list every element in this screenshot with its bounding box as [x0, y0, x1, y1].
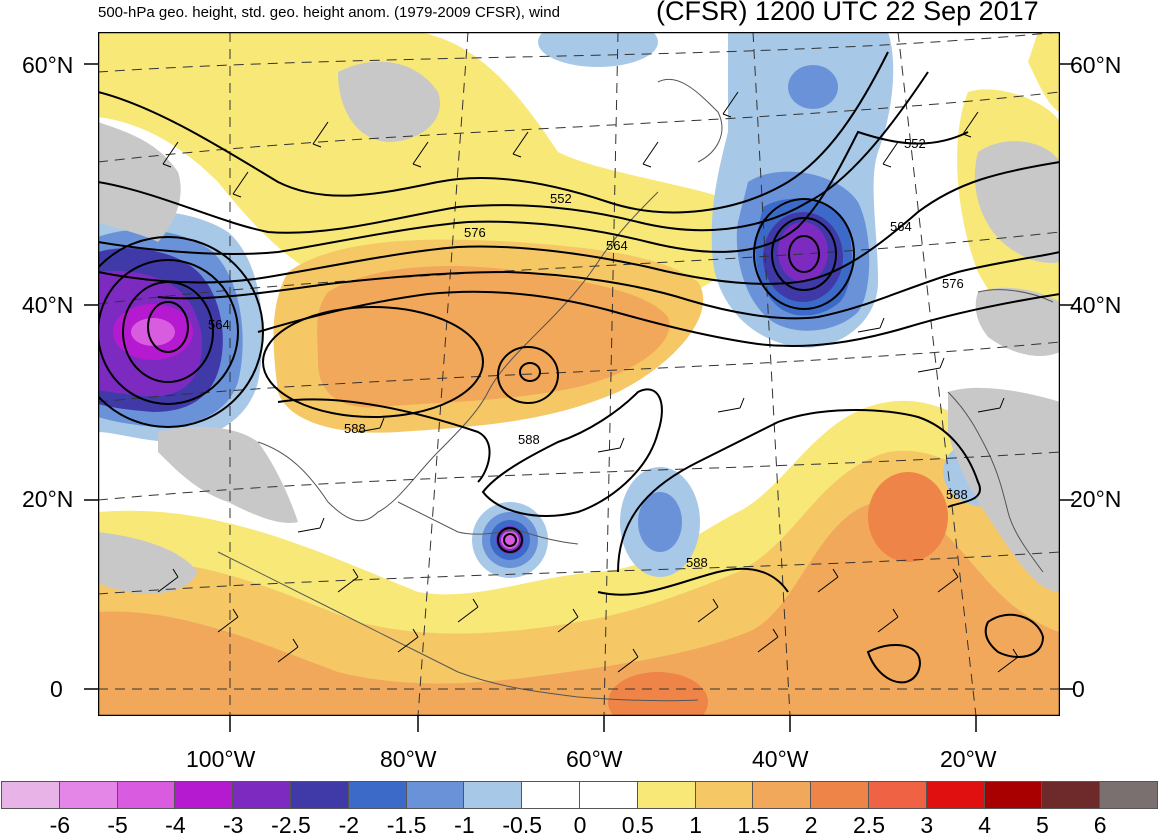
- colorbar-label: -0.5: [502, 812, 543, 838]
- colorbar-label: 5: [1035, 812, 1049, 838]
- graticule: [98, 32, 1060, 716]
- colorbar-swatch-5: [289, 781, 349, 809]
- contour-label-576-b: 576: [942, 276, 964, 291]
- contour-label-552-a: 552: [550, 191, 572, 206]
- colorbar-label: 0.5: [621, 812, 654, 838]
- contour-label-564-b: 564: [208, 317, 230, 332]
- warm-core-east: [868, 472, 948, 562]
- colorbar-swatch-8: [463, 781, 523, 809]
- contour-label-588-a: 588: [344, 421, 366, 436]
- colorbar-label: 2: [804, 812, 818, 838]
- colorbar-swatch-3: [174, 781, 234, 809]
- colorbar-label: 0: [573, 812, 587, 838]
- colorbar-swatch-0: [1, 781, 60, 809]
- weather-map: 552 552 564 564 564 576 576 588 588 588 …: [97, 31, 1061, 717]
- contour-label-576-a: 576: [464, 225, 486, 240]
- colorbar-swatch-13: [752, 781, 812, 809]
- colorbar-label: -2.5: [271, 812, 311, 838]
- contour-label-588-b: 588: [518, 432, 540, 447]
- colorbar-swatch-6: [347, 781, 407, 809]
- land-europe-west: [974, 141, 1060, 263]
- north-warm-anomaly: [98, 32, 744, 305]
- colorbar-swatch-14: [810, 781, 869, 809]
- wind-barbs: [157, 91, 1019, 673]
- lon-label-80w: 80°W: [380, 746, 437, 772]
- land-north-america-west: [98, 122, 181, 242]
- lat-label-60n-left: 60°N: [22, 52, 74, 78]
- land-north-africa: [948, 387, 1060, 592]
- lon-label-20w: 20°W: [940, 746, 997, 772]
- colorbar-label: 1.5: [737, 812, 770, 838]
- lat-label-40n-left: 40°N: [22, 292, 74, 318]
- colorbar-swatch-10: [578, 781, 638, 809]
- figure-title: (CFSR) 1200 UTC 22 Sep 2017: [656, 0, 1039, 26]
- land-mexico: [158, 426, 298, 523]
- mid-atlantic-low-core: [638, 492, 682, 552]
- colorbar-swatch-16: [925, 781, 985, 809]
- west-trough-core-2: [131, 318, 175, 346]
- colorbar-label: -2: [338, 812, 360, 838]
- lat-label-0-right: 0: [1072, 676, 1085, 702]
- colorbar-swatch-9: [521, 781, 580, 809]
- colorbar-label: -4: [165, 812, 186, 838]
- colorbar-label: 4: [978, 812, 991, 838]
- contour-label-564-a: 564: [606, 238, 628, 253]
- colorbar-swatch-19: [1099, 781, 1158, 809]
- land-south-america-north: [98, 532, 198, 594]
- lon-label-40w: 40°W: [752, 746, 809, 772]
- lat-label-60n-right: 60°N: [1070, 52, 1122, 78]
- colorbar-swatch-15: [867, 781, 927, 809]
- colorbar-label: 6: [1093, 812, 1107, 838]
- anomaly-colorbar: [1, 781, 1158, 809]
- land-north-canada: [338, 61, 440, 142]
- contour-label-588-c: 588: [686, 555, 708, 570]
- lat-label-0-left: 0: [50, 676, 63, 702]
- colorbar-label: -6: [49, 812, 71, 838]
- colorbar-swatch-17: [983, 781, 1043, 809]
- colorbar-swatch-12: [694, 781, 754, 809]
- contour-label-588-d: 588: [946, 487, 968, 502]
- colorbar-swatch-4: [232, 781, 291, 809]
- east-low-north-patch: [788, 65, 838, 109]
- lon-label-100w: 100°W: [186, 746, 256, 772]
- axis-ticks: [84, 63, 1074, 732]
- colorbar-label: -5: [107, 812, 128, 838]
- lon-label-60w: 60°W: [566, 746, 623, 772]
- north-low-patch: [538, 32, 658, 67]
- map-svg: 552 552 564 564 564 576 576 588 588 588 …: [97, 31, 1061, 717]
- figure-subtitle: 500-hPa geo. height, std. geo. height an…: [98, 4, 560, 21]
- colorbar-label: -1: [454, 812, 475, 838]
- colorbar-label: -3: [222, 812, 244, 838]
- lat-label-40n-right: 40°N: [1070, 292, 1122, 318]
- colorbar-swatch-7: [405, 781, 465, 809]
- colorbar-swatch-18: [1041, 781, 1101, 809]
- tropical-warm-anomaly-3: [98, 501, 1060, 716]
- contour-labels: 552 552 564 564 564 576 576 588 588 588 …: [208, 136, 968, 570]
- colorbar-label: 1: [689, 812, 702, 838]
- warm-core-south: [608, 672, 708, 716]
- lat-label-20n-left: 20°N: [22, 486, 74, 512]
- colorbar-label: 2.5: [853, 812, 885, 838]
- lat-label-20n-right: 20°N: [1070, 486, 1122, 512]
- colorbar-label: 3: [920, 812, 934, 838]
- colorbar-swatch-1: [58, 781, 118, 809]
- colorbar-swatch-11: [636, 781, 696, 809]
- contour-label-564-c: 564: [890, 219, 912, 234]
- map-frame: [97, 31, 1061, 717]
- colorbar-swatch-2: [116, 781, 176, 809]
- height-contours: [98, 51, 1060, 684]
- colorbar-label: -1.5: [386, 812, 427, 838]
- contour-label-552-b: 552: [904, 136, 926, 151]
- east-low-core-2: [778, 222, 828, 282]
- north-ridge-patch: [1028, 32, 1060, 112]
